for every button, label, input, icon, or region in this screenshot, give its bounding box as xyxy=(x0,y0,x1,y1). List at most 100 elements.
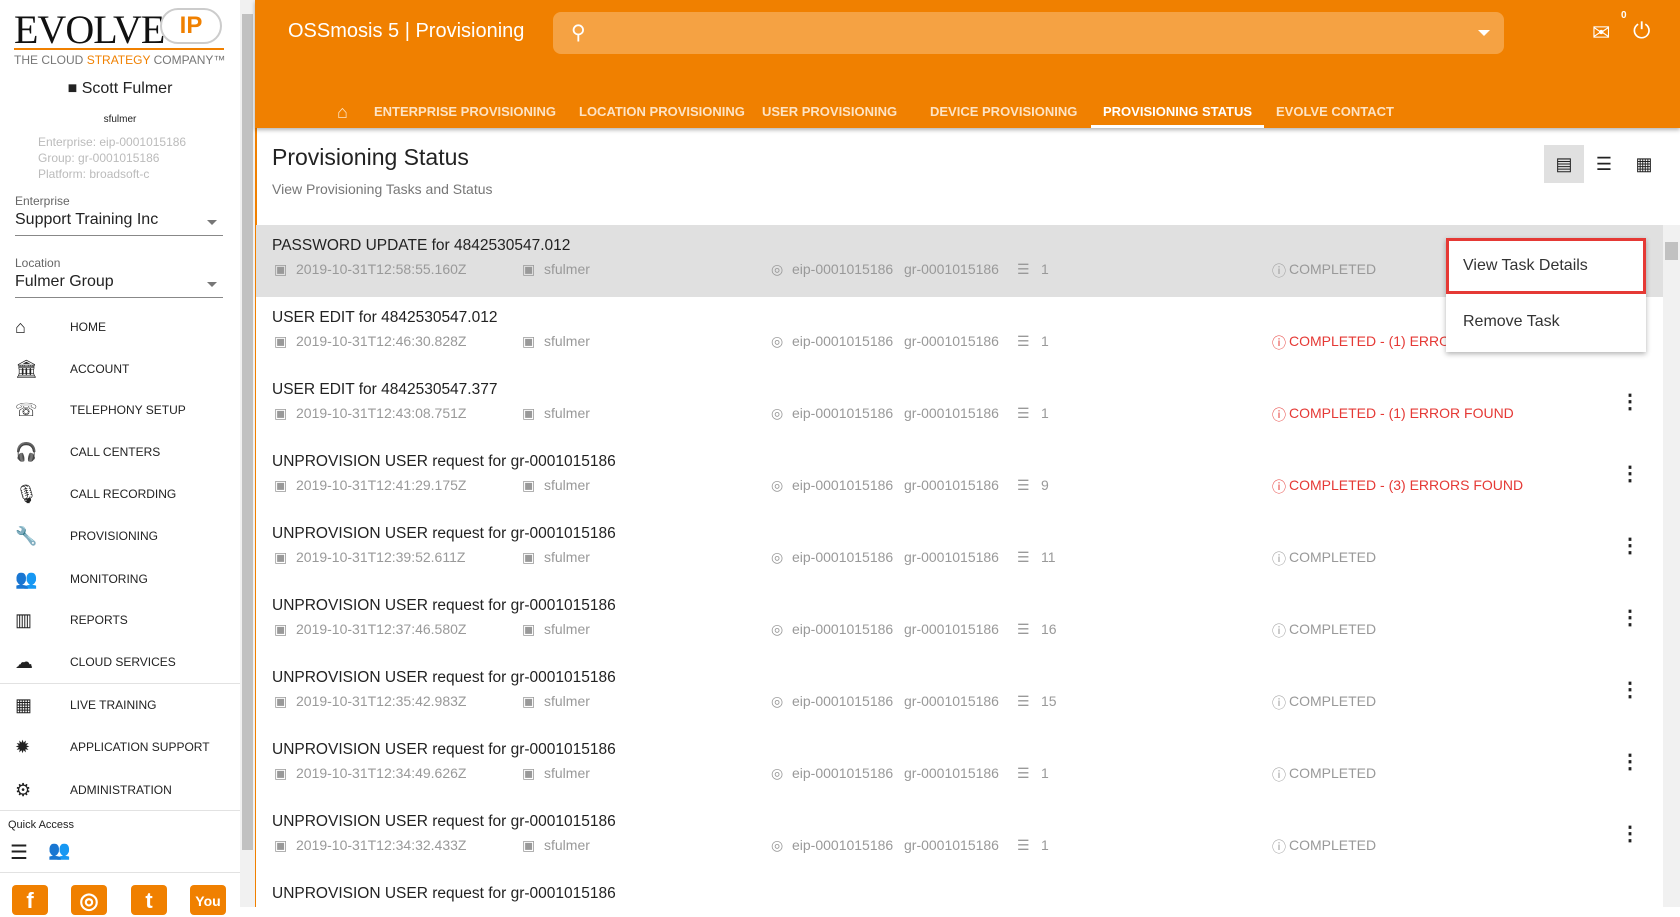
tab-provisioning-status[interactable]: PROVISIONING STATUS xyxy=(1091,98,1265,128)
sidebar-item-call-recording[interactable]: 🎙 CALL RECORDING xyxy=(0,474,240,514)
list-scrollbar[interactable] xyxy=(1663,225,1680,907)
tab-enterprise-provisioning[interactable]: ENTERPRISE PROVISIONING xyxy=(374,104,557,119)
more-vert-icon[interactable]: ⋮ xyxy=(1620,463,1640,485)
gear-icon: ⚙ xyxy=(15,779,32,800)
user-icon: ▣ xyxy=(522,261,536,277)
sidebar-item-monitoring[interactable]: 👥 MONITORING xyxy=(0,559,240,599)
sidebar-item-telephony-setup[interactable]: ☏ TELEPHONY SETUP xyxy=(0,390,240,430)
task-date: 2019-10-31T12:46:30.828Z xyxy=(296,333,467,349)
facebook-icon[interactable]: f xyxy=(12,885,48,915)
view-grid-button[interactable]: ▦ xyxy=(1635,154,1653,174)
task-row[interactable]: UNPROVISION USER request for gr-00010151… xyxy=(256,729,1663,801)
search-icon: ⚲ xyxy=(571,22,586,44)
list-numbered-icon: ☰ xyxy=(1017,621,1030,637)
sidebar-item-administration[interactable]: ⚙ ADMINISTRATION xyxy=(0,770,240,810)
sidebar-item-application-support[interactable]: ✹ APPLICATION SUPPORT xyxy=(0,727,240,767)
home-tab-icon[interactable]: ⌂ xyxy=(337,102,348,122)
task-title: UNPROVISION USER request for gr-00010151… xyxy=(272,525,616,542)
status-icon: ⓘ xyxy=(1272,407,1286,423)
tab-device-provisioning[interactable]: DEVICE PROVISIONING xyxy=(930,104,1078,119)
task-row[interactable]: UNPROVISION USER request for gr-00010151… xyxy=(256,801,1663,873)
sidebar-item-live-training[interactable]: ▦ LIVE TRAINING xyxy=(0,685,240,725)
more-vert-icon[interactable]: ⋮ xyxy=(1620,679,1640,701)
tab-location-provisioning[interactable]: LOCATION PROVISIONING xyxy=(579,104,745,119)
sidebar-item-home[interactable]: ⌂ HOME xyxy=(0,307,240,347)
power-icon[interactable]: ⏻ xyxy=(1633,18,1651,43)
youtube-icon[interactable]: You xyxy=(190,885,226,915)
location-select[interactable]: Fulmer Group xyxy=(15,270,223,298)
task-user: sfulmer xyxy=(544,837,590,853)
tab-evolve-contact[interactable]: EVOLVE CONTACT xyxy=(1276,104,1394,119)
task-row[interactable]: UNPROVISION USER request for gr-00010151… xyxy=(256,585,1663,657)
sidebar-item-cloud-services[interactable]: ☁ CLOUD SERVICES xyxy=(0,642,240,682)
user-login: sfulmer xyxy=(103,114,137,125)
more-vert-icon[interactable]: ⋮ xyxy=(1620,823,1640,845)
sidebar-item-reports[interactable]: ▥ REPORTS xyxy=(0,600,240,640)
sidebar-item-label: PROVISIONING xyxy=(70,529,159,543)
logo: EVOLVE xyxy=(14,7,165,52)
quick-access-label: Quick Access xyxy=(8,819,75,831)
chevron-down-icon[interactable] xyxy=(1478,30,1490,42)
task-context-menu: View Task Details Remove Task xyxy=(1446,238,1646,352)
calendar-icon: ▣ xyxy=(274,549,288,565)
task-list: PASSWORD UPDATE for 4842530547.012 ▣ 2019… xyxy=(256,225,1663,907)
user-platform: Platform: broadsoft-c xyxy=(38,167,150,181)
fingerprint-icon: ◎ xyxy=(771,261,784,277)
tab-user-provisioning[interactable]: USER PROVISIONING xyxy=(762,104,898,119)
status-icon: ⓘ xyxy=(1272,767,1286,783)
quick-divider xyxy=(0,872,240,873)
task-row[interactable]: UNPROVISION USER request for gr-00010151… xyxy=(256,441,1663,513)
people-icon: 👥 xyxy=(15,568,38,589)
calendar-icon: ▣ xyxy=(274,837,288,853)
user-icon: ▣ xyxy=(522,477,536,493)
task-user: sfulmer xyxy=(544,765,590,781)
more-vert-icon[interactable]: ⋮ xyxy=(1620,535,1640,557)
more-vert-icon[interactable]: ⋮ xyxy=(1620,391,1640,413)
task-title: USER EDIT for 4842530547.012 xyxy=(272,309,498,326)
remove-task-menu-item[interactable]: Remove Task xyxy=(1463,313,1560,330)
task-status: COMPLETED - (1) ERROR FOUND xyxy=(1289,405,1514,421)
enterprise-select[interactable]: Support Training Inc xyxy=(15,208,223,236)
view-list-detailed-button[interactable]: ▤ xyxy=(1544,145,1584,183)
more-vert-icon[interactable]: ⋮ xyxy=(1620,751,1640,773)
list-numbered-icon: ☰ xyxy=(1017,765,1030,781)
view-list-button[interactable]: ☰ xyxy=(1595,154,1613,174)
task-date: 2019-10-31T12:35:42.983Z xyxy=(296,693,467,709)
task-group: gr-0001015186 xyxy=(904,621,999,637)
task-row[interactable]: USER EDIT for 4842530547.377 ▣ 2019-10-31… xyxy=(256,369,1663,441)
sidebar-item-account[interactable]: 🏛 ACCOUNT xyxy=(0,349,240,389)
task-row[interactable]: PASSWORD UPDATE for 4842530547.012 ▣ 2019… xyxy=(256,225,1663,297)
wrench-icon: 🔧 xyxy=(15,525,38,546)
search-input[interactable]: ⚲ xyxy=(553,12,1504,54)
list-scroll-thumb[interactable] xyxy=(1665,242,1678,260)
logo-divider xyxy=(14,48,224,50)
task-group: gr-0001015186 xyxy=(904,405,999,421)
headset-icon: 🎧 xyxy=(15,441,38,462)
sidebar-item-label: LIVE TRAINING xyxy=(70,698,157,712)
more-vert-icon[interactable]: ⋮ xyxy=(1620,607,1640,629)
instagram-icon[interactable]: ◎ xyxy=(71,885,107,915)
task-title: UNPROVISION USER request for gr-00010151… xyxy=(272,885,616,902)
sidebar-item-call-centers[interactable]: 🎧 CALL CENTERS xyxy=(0,432,240,472)
task-row[interactable]: UNPROVISION USER request for gr-00010151… xyxy=(256,657,1663,729)
enterprise-label: Enterprise xyxy=(15,194,70,208)
sidebar-item-label: HOME xyxy=(70,320,106,334)
task-count: 1 xyxy=(1041,765,1049,781)
user-icon: ▣ xyxy=(522,837,536,853)
status-icon: ⓘ xyxy=(1272,551,1286,567)
twitter-icon[interactable]: t xyxy=(131,885,167,915)
sidebar-item-label: ADMINISTRATION xyxy=(70,783,172,797)
people-icon[interactable]: 👥 xyxy=(48,840,71,860)
task-row[interactable]: UNPROVISION USER request for gr-00010151… xyxy=(256,513,1663,585)
mail-icon[interactable]: ✉ xyxy=(1592,20,1611,45)
task-count: 9 xyxy=(1041,477,1049,493)
task-user: sfulmer xyxy=(544,621,590,637)
sidebar-item-label: CALL RECORDING xyxy=(70,487,177,501)
view-task-details-menu-item[interactable]: View Task Details xyxy=(1446,238,1646,294)
sidebar-item-provisioning[interactable]: 🔧 PROVISIONING xyxy=(0,516,240,556)
calendar-icon: ▣ xyxy=(274,333,288,349)
task-row[interactable]: UNPROVISION USER request for gr-00010151… xyxy=(256,873,1663,907)
list-icon[interactable]: ☰ xyxy=(10,842,28,864)
sidebar-scroll-thumb[interactable] xyxy=(242,14,253,850)
user-name-text: Scott Fulmer xyxy=(81,80,173,97)
